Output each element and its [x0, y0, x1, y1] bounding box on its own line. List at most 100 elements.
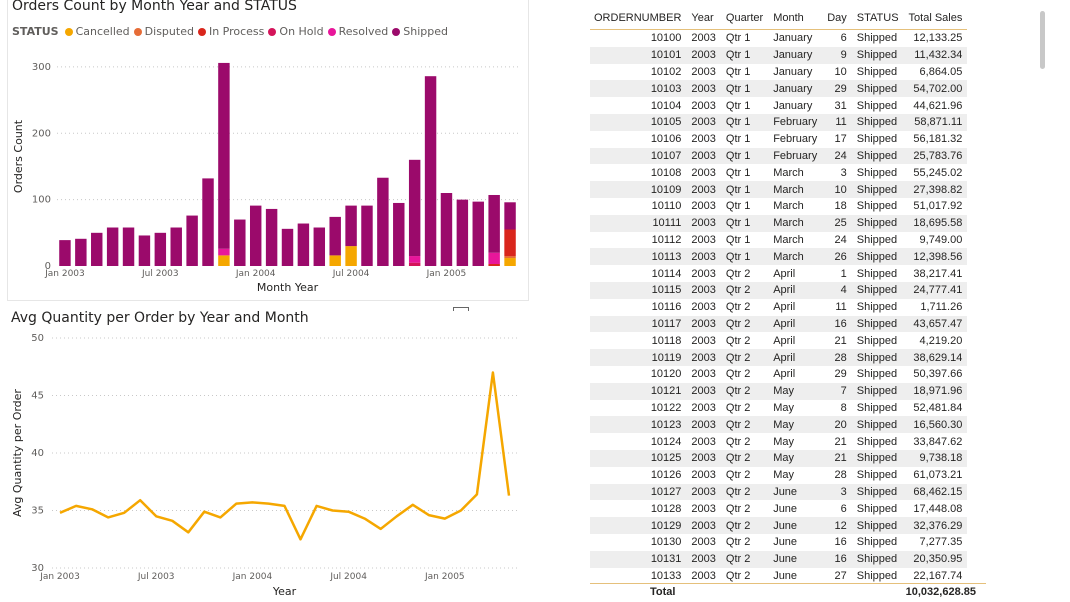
bar-segment[interactable] [488, 264, 500, 266]
table-row[interactable]: 10124 2003 Qtr 2 May 21 Shipped 33,847.62 [590, 433, 967, 450]
table-row[interactable]: 10127 2003 Qtr 2 June 3 Shipped 68,462.15 [590, 483, 968, 501]
bar-segment[interactable] [249, 205, 262, 266]
table-row[interactable]: 10133 2003 Qtr 2 June 27 Shipped 22,167.74 [590, 568, 967, 585]
bar-segment[interactable] [504, 229, 516, 257]
table-row[interactable]: 10103 2003 Qtr 1 January 29 Shipped 54,702.00 [590, 80, 968, 98]
bar-segment[interactable] [138, 235, 151, 266]
bar-segment[interactable] [456, 199, 469, 266]
table-row[interactable]: 10128 2003 Qtr 2 June 6 Shipped 17,448.08 [590, 500, 967, 517]
bar-segment[interactable] [106, 227, 119, 266]
bar-segment[interactable] [122, 227, 135, 266]
bar-segment[interactable] [170, 227, 182, 266]
bar-segment[interactable] [408, 159, 421, 257]
bar-segment[interactable] [59, 240, 71, 266]
legend-item[interactable]: Disputed [133, 25, 194, 38]
table-row[interactable]: 10123 2003 Qtr 2 May 20 Shipped 16,560.30 [590, 416, 968, 434]
table-cell: 2003 [691, 502, 716, 515]
table-row[interactable]: 10114 2003 Qtr 2 April 1 Shipped 38,217.41 [590, 265, 967, 282]
table-row[interactable]: 10107 2003 Qtr 1 February 24 Shipped 25,783.76 [590, 147, 968, 165]
table-row[interactable]: 10112 2003 Qtr 1 March 24 Shipped 9,749.00 [590, 232, 967, 249]
column-header[interactable]: STATUS [851, 9, 904, 30]
table-row[interactable]: 10100 2003 Qtr 1 January 6 Shipped 12,133.25 [590, 30, 967, 47]
table-cell: 2003 [686, 46, 721, 64]
bar-segment[interactable] [218, 248, 230, 256]
bar-segment[interactable] [218, 255, 230, 266]
table-row[interactable]: 10102 2003 Qtr 1 January 10 Shipped 6,864.05 [590, 64, 967, 81]
bar-segment[interactable] [504, 202, 516, 230]
table-row[interactable]: 10111 2003 Qtr 1 March 25 Shipped 18,695.58 [590, 214, 968, 232]
bar-segment[interactable] [504, 256, 516, 259]
column-header[interactable]: Total Sales [903, 9, 968, 30]
table-cell: Shipped [851, 416, 904, 434]
bar-segment[interactable] [377, 177, 389, 266]
table-row[interactable]: 10130 2003 Qtr 2 June 16 Shipped 7,277.35 [590, 534, 967, 551]
column-header[interactable]: Day [822, 9, 852, 30]
bar-segment[interactable] [91, 232, 103, 266]
bar-segment[interactable] [75, 238, 87, 266]
bar-segment[interactable] [393, 202, 405, 266]
bar-segment[interactable] [329, 255, 341, 266]
table-row[interactable]: 10106 2003 Qtr 1 February 17 Shipped 56,181.32 [590, 131, 967, 148]
column-header[interactable]: ORDERNUMBER [590, 9, 687, 30]
table-row[interactable]: 10119 2003 Qtr 2 April 28 Shipped 38,629.14 [590, 349, 968, 366]
table-row[interactable]: 10121 2003 Qtr 2 May 7 Shipped 18,971.96 [590, 382, 968, 400]
table-row[interactable]: 10117 2003 Qtr 2 April 16 Shipped 43,657.47 [590, 315, 968, 333]
legend-item[interactable]: Cancelled [64, 25, 130, 38]
table-cell: June [768, 550, 823, 568]
bar-segment[interactable] [265, 208, 278, 266]
legend-item[interactable]: Shipped [392, 25, 448, 38]
bar-segment[interactable] [218, 62, 230, 249]
table-row[interactable]: 10113 2003 Qtr 1 March 26 Shipped 12,398.56 [590, 248, 968, 266]
legend-label: In Process [208, 25, 265, 38]
bar-segment[interactable] [234, 219, 246, 266]
bar-segment[interactable] [345, 205, 357, 247]
table-row[interactable]: 10104 2003 Qtr 1 January 31 Shipped 44,621.96 [590, 97, 967, 114]
avg-quantity-series-line[interactable] [59, 371, 511, 541]
legend-dot-icon [197, 27, 206, 36]
bar-segment[interactable] [424, 76, 437, 266]
bar-segment[interactable] [186, 215, 198, 266]
bar-segment[interactable] [488, 194, 500, 253]
bar-segment[interactable] [361, 205, 373, 266]
legend-item[interactable]: Resolved [327, 25, 388, 38]
bar-segment[interactable] [408, 262, 421, 266]
bar-segment[interactable] [329, 216, 341, 256]
orders-table-visual[interactable]: ORDERNUMBER Year Quarter Month Day STATUS Tota… [588, 0, 988, 601]
table-row[interactable]: 10126 2003 Qtr 2 May 28 Shipped 61,073.21 [590, 467, 967, 484]
table-row[interactable]: 10118 2003 Qtr 2 April 21 Shipped 4,219.20 [590, 332, 967, 349]
bar-segment[interactable] [202, 178, 214, 266]
column-header[interactable]: Quarter [720, 9, 769, 30]
table-row[interactable]: 10105 2003 Qtr 1 February 11 Shipped 58,871.11 [590, 113, 968, 131]
table-row[interactable]: 10129 2003 Qtr 2 June 12 Shipped 32,376.29 [590, 517, 968, 534]
table-row[interactable]: 10110 2003 Qtr 1 March 18 Shipped 51,017.92 [590, 198, 967, 215]
bar-segment[interactable] [488, 252, 500, 265]
table-row[interactable]: 10108 2003 Qtr 1 March 3 Shipped 55,245.02 [590, 164, 967, 181]
table-row[interactable]: 10122 2003 Qtr 2 May 8 Shipped 52,481.84 [590, 400, 967, 417]
avg-quantity-line-chart-visual[interactable]: Avg Quantity per Order by Year and Month… [7, 304, 529, 601]
column-header[interactable]: Month [768, 9, 823, 30]
focus-mode-icon[interactable] [453, 307, 469, 311]
bar-segment[interactable] [408, 256, 421, 263]
bar-segment[interactable] [345, 246, 357, 266]
bar-segment[interactable] [297, 223, 310, 266]
table-cell: 51,017.92 [913, 200, 963, 213]
column-header[interactable]: Year [686, 9, 721, 30]
table-row[interactable]: 10131 2003 Qtr 2 June 16 Shipped 20,350.95 [590, 550, 968, 568]
table-scrollbar-thumb[interactable] [1040, 11, 1045, 69]
legend-item[interactable]: In Process [197, 25, 265, 38]
table-row[interactable]: 10116 2003 Qtr 2 April 11 Shipped 1,711.26 [590, 299, 967, 316]
bar-segment[interactable] [504, 258, 516, 266]
table-row[interactable]: 10115 2003 Qtr 2 April 4 Shipped 24,777.41 [590, 281, 968, 299]
table-row[interactable]: 10125 2003 Qtr 2 May 21 Shipped 9,738.18 [590, 449, 968, 467]
legend-item[interactable]: On Hold [268, 25, 324, 38]
table-row[interactable]: 10109 2003 Qtr 1 March 10 Shipped 27,398.82 [590, 181, 968, 198]
orders-bar-chart-visual[interactable]: Orders Count by Month Year and STATUS ST… [7, 0, 529, 301]
bar-segment[interactable] [154, 232, 167, 266]
table-row[interactable]: 10101 2003 Qtr 1 January 9 Shipped 11,432.34 [590, 46, 968, 64]
bar-segment[interactable] [440, 193, 453, 266]
bar-segment[interactable] [313, 227, 326, 266]
bar-segment[interactable] [281, 228, 294, 266]
bar-segment[interactable] [472, 201, 484, 266]
table-row[interactable]: 10120 2003 Qtr 2 April 29 Shipped 50,397.66 [590, 366, 967, 383]
table-cell: Qtr 1 [725, 99, 751, 112]
